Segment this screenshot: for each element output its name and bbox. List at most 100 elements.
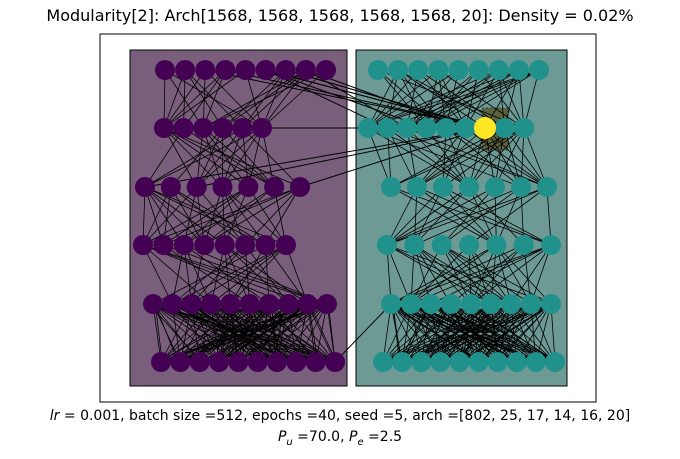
edge xyxy=(191,244,246,305)
edge xyxy=(171,244,185,305)
edge xyxy=(510,244,552,305)
edge xyxy=(504,127,548,188)
edge xyxy=(367,127,470,188)
edge xyxy=(414,244,472,305)
edge xyxy=(196,127,486,188)
node-right xyxy=(508,60,529,80)
node-left xyxy=(232,118,253,138)
node-left xyxy=(297,294,318,314)
edge xyxy=(410,303,556,363)
edge xyxy=(382,303,472,363)
node-right xyxy=(421,294,441,314)
chart-title: Modularity[2]: Arch[1568, 1568, 1568, 15… xyxy=(46,6,634,25)
node-right xyxy=(388,60,409,80)
caption-line-2: Pu =70.0, Pe =2.5 xyxy=(0,429,680,448)
edge xyxy=(244,186,301,246)
edge xyxy=(144,186,225,246)
edge xyxy=(196,127,263,188)
edge xyxy=(389,303,457,363)
node-right xyxy=(448,60,469,80)
edge xyxy=(222,127,275,188)
edge xyxy=(210,244,226,305)
node-right xyxy=(449,352,470,372)
node-right xyxy=(404,235,425,255)
node-right xyxy=(377,118,398,138)
edge xyxy=(224,244,251,305)
edge xyxy=(238,303,328,363)
edge xyxy=(142,244,328,305)
node-right xyxy=(441,294,461,314)
edge xyxy=(224,186,249,246)
edge xyxy=(386,186,470,246)
edge xyxy=(367,69,439,129)
edge xyxy=(220,303,310,363)
node-right xyxy=(541,294,561,314)
node-right xyxy=(397,118,417,138)
edge xyxy=(163,69,206,129)
edge xyxy=(142,244,289,305)
edge xyxy=(404,303,552,363)
edge xyxy=(163,244,328,305)
edge xyxy=(416,127,486,188)
node-right xyxy=(529,60,549,80)
edge xyxy=(222,186,266,246)
pu-value: =70.0, xyxy=(292,429,349,445)
edge xyxy=(367,69,540,129)
node-right xyxy=(521,294,541,314)
caption-line-1-text: = 0.001, batch size =512, epochs =40, se… xyxy=(59,408,631,424)
edge xyxy=(142,186,197,246)
node-left xyxy=(325,352,345,372)
edge xyxy=(416,186,552,246)
edge xyxy=(224,244,308,305)
edge xyxy=(392,303,400,363)
edge xyxy=(414,244,492,305)
node-left xyxy=(276,235,296,255)
edge xyxy=(170,127,224,188)
edge xyxy=(334,303,392,363)
node-right xyxy=(431,235,452,255)
edge xyxy=(183,186,249,246)
edge xyxy=(470,244,524,305)
edge xyxy=(202,127,223,188)
edge xyxy=(484,127,548,188)
edge xyxy=(470,303,518,363)
edge xyxy=(450,303,477,363)
node-left xyxy=(153,235,174,255)
node-left xyxy=(215,60,236,80)
edge xyxy=(163,303,310,363)
node-left xyxy=(317,294,337,314)
node-left xyxy=(162,294,183,314)
node-left xyxy=(194,235,215,255)
node-left xyxy=(235,235,256,255)
node-left xyxy=(133,235,153,255)
edge xyxy=(418,303,471,363)
edge xyxy=(183,186,275,246)
edge xyxy=(470,303,499,363)
node-left xyxy=(267,352,287,372)
edge xyxy=(276,303,328,363)
edge xyxy=(468,127,525,188)
edge xyxy=(387,127,418,188)
node-right xyxy=(501,294,521,314)
node-right xyxy=(459,235,479,255)
edge xyxy=(218,303,291,363)
node-left xyxy=(235,60,256,80)
node-right xyxy=(407,177,427,197)
edge xyxy=(163,69,246,129)
edge xyxy=(409,303,520,363)
edge xyxy=(247,186,287,246)
edge xyxy=(299,127,486,188)
node-right xyxy=(506,352,527,372)
node-left xyxy=(154,118,174,138)
edge xyxy=(410,244,443,305)
edge xyxy=(183,244,270,305)
node-left xyxy=(239,294,260,314)
node-right xyxy=(408,60,429,80)
edge xyxy=(163,186,249,246)
edge xyxy=(410,303,441,363)
edge xyxy=(414,186,548,246)
edge xyxy=(470,244,552,305)
node-right xyxy=(377,235,397,255)
edge xyxy=(402,303,431,363)
edge xyxy=(442,186,552,246)
